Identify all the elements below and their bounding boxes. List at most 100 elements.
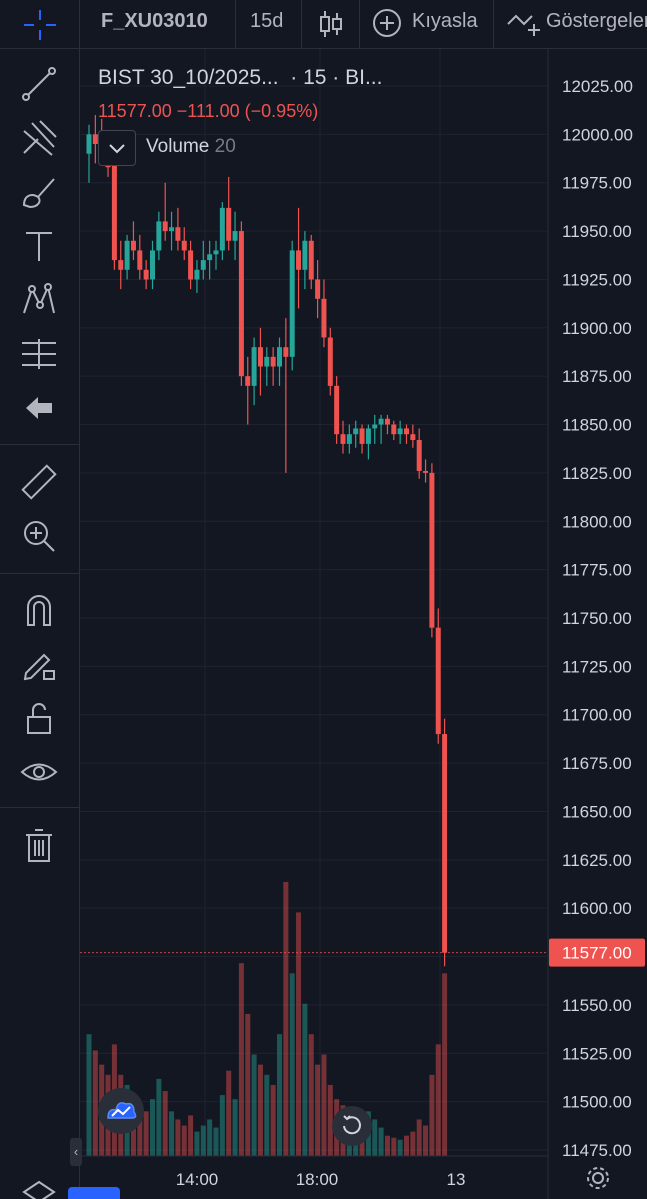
compare-plus-icon[interactable] (372, 8, 402, 38)
volume-bar (435, 1044, 441, 1156)
price-tick-label: 11975.00 (562, 174, 632, 193)
volume-bar (194, 1131, 200, 1156)
pattern-icon[interactable] (18, 279, 60, 321)
volume-bar (219, 1095, 225, 1156)
price-tick-label: 11875.00 (562, 367, 632, 386)
volume-bar (270, 1084, 276, 1156)
prediction-icon[interactable] (18, 333, 60, 375)
volume-bar (175, 1119, 181, 1156)
candle-body (86, 134, 92, 154)
indicators-icon[interactable] (506, 10, 542, 40)
candle-body (130, 240, 136, 251)
candle-style-icon[interactable] (318, 9, 344, 39)
candle-body (232, 231, 238, 241)
object-tree-icon[interactable] (22, 1180, 56, 1199)
candle-body (169, 227, 175, 232)
symbol-button[interactable]: F_XU03010 (101, 10, 208, 32)
lock-drawing-icon[interactable] (18, 643, 60, 685)
price-tick-label: 11525.00 (562, 1044, 632, 1063)
volume-bar (150, 1099, 155, 1156)
candle-body (156, 221, 162, 251)
time-tick-label: 14:00 (176, 1170, 219, 1189)
volume-bar (404, 1135, 409, 1156)
price-tick-label: 11900.00 (562, 319, 632, 338)
candle-body (435, 627, 441, 735)
pitchfork-icon[interactable] (18, 117, 60, 159)
price-tick-label: 11650.00 (562, 802, 632, 821)
back-arrow-icon[interactable] (18, 387, 60, 429)
price-tick-label: 11800.00 (562, 512, 632, 531)
interval-button[interactable]: 15d (250, 10, 284, 32)
trend-line-icon[interactable] (18, 63, 60, 105)
legend-title[interactable]: BIST 30_10/2025... · 15 · BI... (98, 66, 383, 89)
candle-body (315, 279, 321, 299)
volume-bar (86, 1034, 92, 1156)
candle-body (346, 434, 352, 444)
indicators-button[interactable]: Göstergeler (546, 10, 647, 32)
candle-body (92, 134, 98, 145)
price-tick-label: 11825.00 (562, 464, 632, 483)
price-tick-label: 11950.00 (562, 222, 632, 241)
zoom-in-icon[interactable] (18, 515, 60, 557)
candle-body (384, 418, 390, 425)
volume-bar (410, 1131, 416, 1156)
candle-body (410, 434, 416, 441)
trash-icon[interactable] (18, 825, 60, 867)
candle-body (257, 347, 263, 367)
volume-bar (143, 1111, 149, 1156)
candle-body (162, 221, 168, 232)
bottom-tab-indicator[interactable] (68, 1187, 120, 1199)
brush-icon[interactable] (18, 171, 60, 213)
reset-icon (343, 1115, 361, 1135)
ruler-icon[interactable] (18, 461, 60, 503)
settings-gear-icon[interactable] (584, 1164, 612, 1192)
chevron-down-icon (109, 144, 125, 154)
crosshair-tool-icon[interactable] (22, 10, 58, 40)
unlock-icon[interactable] (18, 697, 60, 739)
reset-chart-button[interactable] (332, 1106, 372, 1146)
collapse-sidebar-handle[interactable]: ‹ (70, 1138, 82, 1166)
volume-bar (238, 963, 244, 1156)
volume-bar (308, 1034, 314, 1156)
candle-body (251, 347, 257, 386)
compare-button[interactable]: Kıyasla (412, 10, 478, 32)
time-tick-label: 18:00 (296, 1170, 339, 1189)
text-icon[interactable] (18, 225, 60, 267)
time-axis[interactable]: 14:00 18:00 13 (176, 1170, 466, 1189)
candle-body (238, 231, 244, 377)
candle-body (213, 250, 219, 255)
price-tick-label: 11600.00 (562, 899, 632, 918)
volume-bar (416, 1119, 422, 1156)
candle-body (334, 385, 340, 435)
volume-bar (391, 1137, 397, 1156)
volume-bar (162, 1091, 168, 1156)
price-tick-label: 11625.00 (562, 851, 632, 870)
chart-grid (80, 48, 548, 1156)
volume-bar (226, 1070, 232, 1156)
price-tick-label: 12025.00 (562, 77, 633, 96)
candle-body (289, 250, 295, 357)
sentiment-button[interactable] (98, 1088, 144, 1134)
volume-bar (200, 1125, 206, 1156)
volume-bar (302, 1003, 308, 1156)
magnet-icon[interactable] (18, 589, 60, 631)
candle-body (226, 207, 232, 241)
volume-bar (257, 1064, 263, 1156)
price-axis[interactable]: 12025.00 12000.00 11975.00 11950.00 11925.00… (562, 77, 633, 1160)
volume-legend[interactable]: Volume 20 (146, 136, 236, 157)
price-tick-label: 11500.00 (562, 1093, 632, 1112)
candle-body (397, 428, 403, 435)
price-tick-label: 11675.00 (562, 754, 632, 773)
volume-collapse-button[interactable] (98, 130, 136, 166)
price-tick-label: 11725.00 (562, 657, 632, 676)
eye-icon[interactable] (18, 751, 60, 793)
candle-body (302, 240, 308, 270)
volume-bar (289, 973, 295, 1156)
price-tick-label: 12000.00 (562, 125, 633, 144)
volume-bar (442, 973, 448, 1156)
candle-body (359, 428, 365, 444)
volume-bar (207, 1119, 213, 1156)
volume-bar (137, 1115, 143, 1156)
candle-body (207, 254, 213, 261)
